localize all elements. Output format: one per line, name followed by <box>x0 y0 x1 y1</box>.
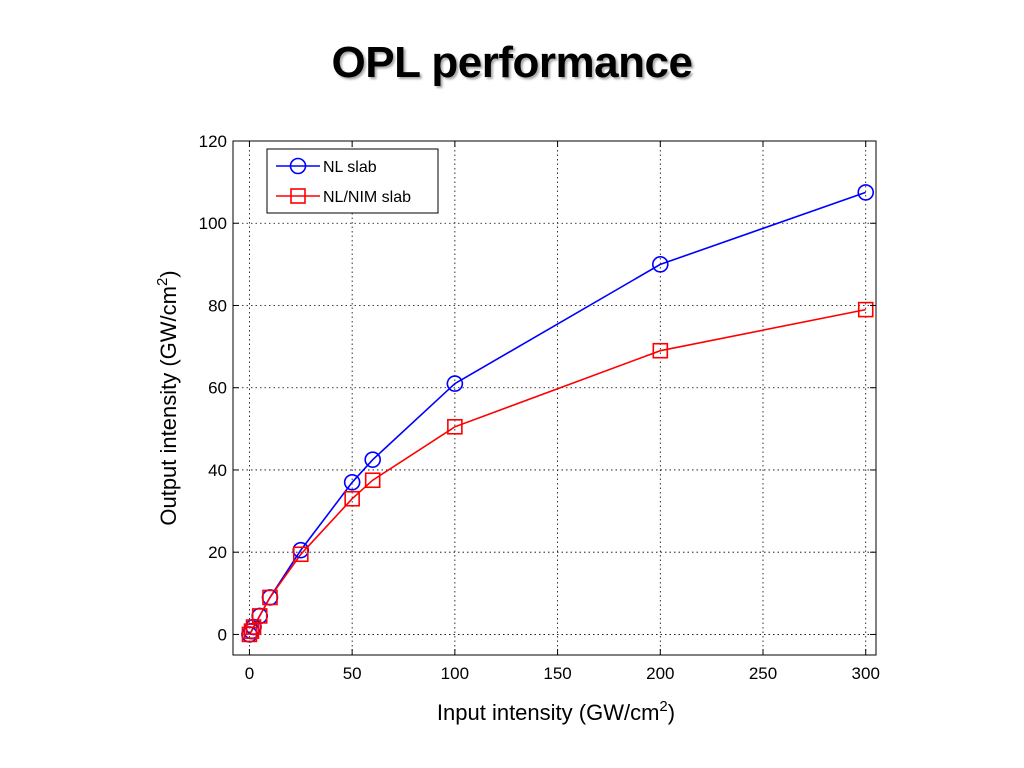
y-axis-label-superscript: 2 <box>154 278 171 286</box>
x-tick-label: 100 <box>441 664 469 683</box>
data-point-nl-nim-slab <box>292 546 309 563</box>
y-axis-label-main: Output intensity (GW/cm <box>156 286 181 526</box>
y-tick-label: 0 <box>218 625 227 644</box>
x-tick-label: 0 <box>245 664 254 683</box>
x-tick-label: 200 <box>646 664 674 683</box>
y-tick-label: 120 <box>199 132 227 151</box>
legend-label-nl-slab: NL slab <box>323 159 377 176</box>
data-point-nl-nim-slab <box>447 418 463 435</box>
data-point-nl-nim-slab <box>243 623 260 639</box>
data-point-nl-slab <box>651 256 669 273</box>
data-point-nl-slab <box>446 375 464 392</box>
x-axis-label-superscript: 2 <box>659 698 667 715</box>
y-axis-label: Output intensity (GW/cm2) <box>154 270 181 525</box>
y-tick-label: 60 <box>208 379 227 398</box>
y-axis-label-tail: ) <box>156 270 181 277</box>
legend: NL slab NL/NIM slab <box>266 148 439 214</box>
data-point-nl-nim-slab <box>857 301 874 318</box>
slide-title: OPL performance <box>331 38 693 87</box>
data-point-nl-nim-slab <box>262 589 278 606</box>
series-markers <box>241 184 875 643</box>
x-tick-label: 250 <box>749 664 777 683</box>
data-point-nl-slab <box>343 473 361 491</box>
x-axis-label: Input intensity (GW/cm2) <box>437 698 675 725</box>
data-point-nl-nim-slab <box>251 608 268 624</box>
data-point-nl-slab <box>364 451 381 468</box>
y-tick-label: 20 <box>208 543 227 562</box>
y-tick-label: 100 <box>199 214 227 233</box>
data-point-nl-nim-slab <box>245 619 262 635</box>
legend-marker-nl-nim-slab <box>290 188 306 204</box>
legend-label-nl-nim-slab: NL/NIM slab <box>323 189 411 206</box>
data-point-nl-nim-slab <box>652 342 669 359</box>
x-axis-label-tail: ) <box>668 700 675 725</box>
plot-frame <box>232 140 877 656</box>
x-tick-label: 50 <box>343 664 362 683</box>
y-tick-label: 40 <box>208 461 227 480</box>
legend-marker-nl-slab <box>289 157 307 175</box>
data-point-nl-nim-slab <box>344 490 360 507</box>
x-tick-label: 300 <box>852 664 880 683</box>
x-axis-label-main: Input intensity (GW/cm <box>437 700 660 725</box>
axis-ticks: 0 50 100 150 200 250 300 0 20 40 60 80 100 120 <box>199 132 880 683</box>
plot-area <box>233 141 876 655</box>
data-point-nl-slab <box>857 184 875 201</box>
x-tick-label: 150 <box>543 664 571 683</box>
data-point-nl-nim-slab <box>364 472 381 489</box>
y-tick-label: 80 <box>208 296 227 315</box>
